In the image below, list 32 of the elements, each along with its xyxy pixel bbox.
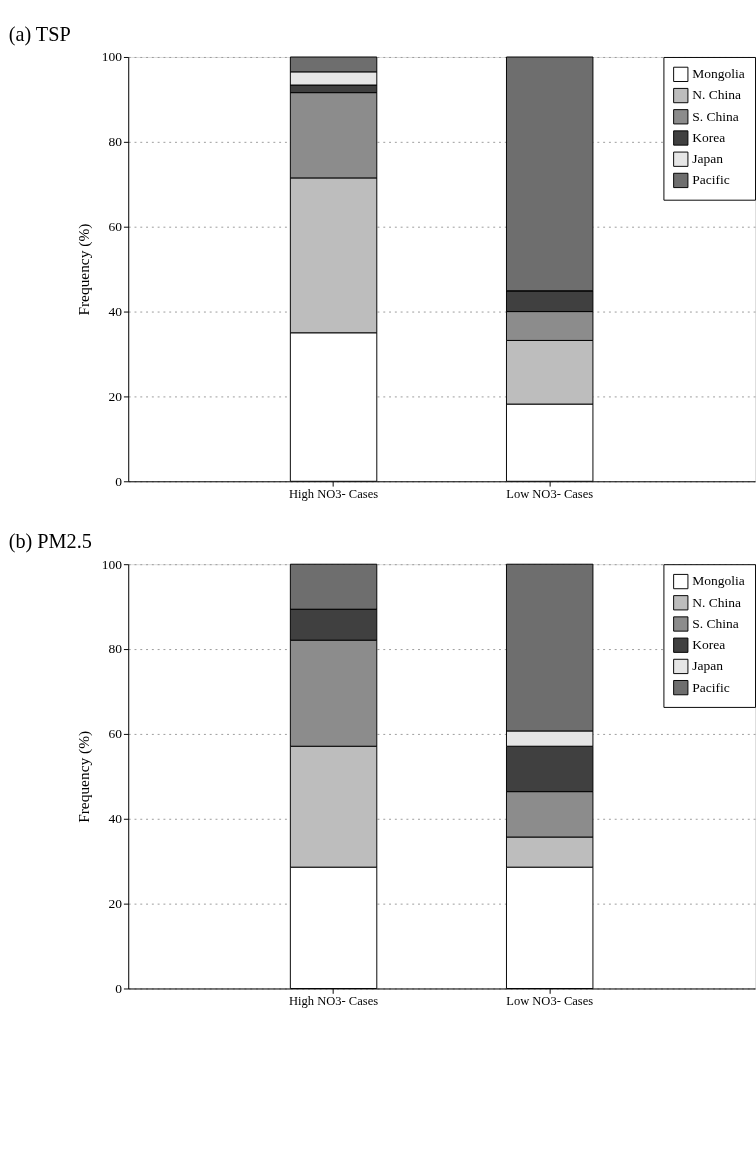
legend-label: Japan [692,658,724,674]
legend-label: S. China [692,615,739,631]
legend-label: Korea [692,637,726,653]
y-tick-label: 60 [108,219,123,235]
y-tick-label: 20 [108,895,123,911]
x-tick-label: Low NO3- Cases [506,487,594,502]
y-tick-label: 100 [101,556,123,572]
legend-label: Mongolia [692,573,745,589]
y-tick-label: 60 [108,726,123,742]
y-axis-title: Frequency (%) [75,730,94,823]
legend-label: Pacific [692,172,730,188]
legend-label: N. China [692,87,742,103]
legend-label: Korea [692,129,726,145]
x-tick-label: Low NO3- Cases [506,994,594,1009]
x-tick-label: High NO3- Cases [289,994,379,1009]
legend-label: Pacific [692,679,730,695]
y-tick-label: 80 [108,641,123,657]
y-tick-label: 0 [115,473,123,489]
y-tick-label: 40 [108,811,123,827]
legend-label: Mongolia [692,66,745,82]
legend-label: S. China [692,108,739,124]
y-tick-label: 100 [101,49,123,65]
y-tick-label: 0 [115,980,123,996]
chart-title: (a) TSP [8,22,71,46]
y-tick-label: 20 [108,388,123,404]
legend-label: Japan [692,151,724,167]
x-tick-label: High NO3- Cases [289,487,379,502]
y-axis-title: Frequency (%) [75,223,94,316]
chart-title: (b) PM2.5 [8,529,92,553]
legend-label: N. China [692,594,742,610]
y-tick-label: 40 [108,303,123,319]
y-tick-label: 80 [108,134,123,150]
